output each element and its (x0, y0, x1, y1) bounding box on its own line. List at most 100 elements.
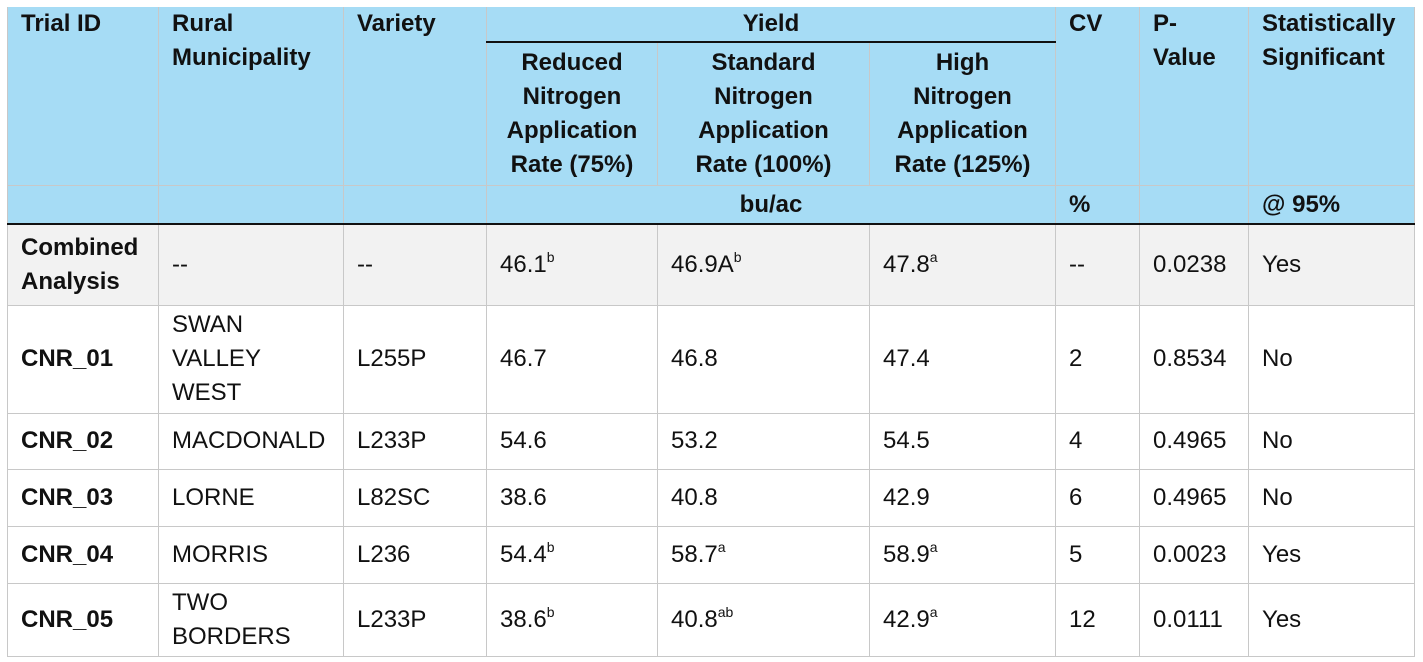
header-rural-municipality: Rural Municipality (158, 7, 344, 185)
header-yield: Yield (485, 7, 1057, 43)
reduced-yield-letter: b (546, 248, 555, 265)
high-yield-value: 54.5 (883, 427, 930, 455)
significance-cell: No (1248, 468, 1416, 527)
table-row: CNR_03 LORNE L82SC 38.6 40.8 42.9 6 0.49… (7, 468, 1416, 527)
reduced-yield-value: 46.7 (500, 345, 547, 373)
header-rural-municipality-label: Rural Municipality (172, 10, 311, 71)
table-row: CNR_02 MACDONALD L233P 54.6 53.2 54.5 4 … (7, 412, 1416, 470)
nitrogen-yield-table: Trial ID Rural Municipality Variety Yiel… (7, 7, 1416, 658)
cv-cell: 12 (1055, 582, 1141, 658)
high-yield-value: 47.8 (883, 250, 930, 278)
high-yield-cell: 47.4 (868, 304, 1057, 414)
header-p-value: P-Value (1139, 7, 1250, 185)
units-yield: bu/ac (485, 184, 1057, 225)
trial-id-cell: CNR_04 (7, 525, 159, 584)
p-value-cell: 0.4965 (1139, 468, 1250, 527)
standard-yield-letter: a (717, 538, 726, 555)
header-high-rate-label: High Nitrogen Application Rate (125%) (894, 48, 1031, 178)
reduced-yield-value: 46.1 (500, 250, 547, 278)
p-value-cell: 0.8534 (1139, 304, 1250, 414)
trial-id-cell: CNR_01 (7, 304, 159, 414)
rm-value: TWO BORDERS (172, 588, 291, 650)
high-yield-letter: a (929, 603, 938, 620)
reduced-yield-value: 54.4 (500, 540, 547, 568)
significance-cell: No (1248, 412, 1416, 470)
header-reduced-rate-label: Reduced Nitrogen Application Rate (75%) (506, 48, 638, 178)
high-yield-letter: a (929, 248, 938, 265)
standard-yield-cell: 46.9Ab (657, 223, 870, 306)
table-row: CNR_05 TWO BORDERS L233P 38.6b 40.8 a b 42… (7, 582, 1416, 658)
table-row: Combined Analysis -- -- 46.1b 46.9Ab 47.… (7, 223, 1416, 306)
standard-yield-value: 46.9A (671, 250, 734, 278)
reduced-yield-cell: 46.7 (486, 304, 658, 414)
standard-yield-value: 40.8 (671, 483, 718, 511)
high-yield-value: 42.9 (883, 483, 930, 511)
rm-cell: SWAN VALLEY WEST (158, 304, 344, 414)
units-empty-cell (7, 184, 159, 225)
reduced-yield-cell: 38.6 (486, 468, 658, 527)
reduced-yield-letter: b (546, 603, 555, 620)
rm-cell: MACDONALD (158, 412, 344, 470)
standard-yield-cell: 53.2 (657, 412, 870, 470)
header-p-value-label: P-Value (1153, 10, 1216, 71)
header-statistically-significant: Statistically Significant (1248, 7, 1416, 185)
standard-yield-value: 40.8 (671, 605, 718, 633)
variety-cell: L233P (343, 412, 487, 470)
standard-yield-cell: 58.7a (657, 525, 870, 584)
rm-cell: TWO BORDERS (158, 582, 344, 658)
significance-cell: Yes (1248, 525, 1416, 584)
table-row: CNR_04 MORRIS L236 54.4b 58.7a 58.9a 5 0… (7, 525, 1416, 584)
high-yield-value: 58.9 (883, 540, 930, 568)
high-yield-cell: 47.8a (868, 223, 1057, 306)
units-empty-cell (158, 184, 344, 225)
reduced-yield-value: 38.6 (500, 605, 547, 633)
variety-cell: L236 (343, 525, 487, 584)
reduced-yield-cell: 54.6 (486, 412, 658, 470)
p-value-cell: 0.0238 (1139, 223, 1250, 306)
units-row: bu/ac % @ 95% (7, 184, 1416, 225)
variety-cell: L255P (343, 304, 487, 414)
standard-yield-cell: 46.8 (657, 304, 870, 414)
standard-yield-cell: 40.8 (657, 468, 870, 527)
trial-id-cell: CNR_02 (7, 412, 159, 470)
cv-cell: -- (1055, 223, 1141, 306)
trial-id-cell: CNR_05 (7, 582, 159, 658)
header-standard-rate: Standard Nitrogen Application Rate (100%… (657, 41, 870, 186)
trial-id-cell: CNR_03 (7, 468, 159, 527)
significance-cell: Yes (1248, 223, 1416, 306)
cv-cell: 4 (1055, 412, 1141, 470)
header-subrow: Reduced Nitrogen Application Rate (75%) … (8, 41, 1415, 186)
table-header: Trial ID Rural Municipality Variety Yiel… (7, 7, 1416, 225)
header-standard-rate-label: Standard Nitrogen Application Rate (100%… (695, 48, 832, 178)
trial-id-cell: Combined Analysis (7, 223, 159, 306)
header-trial-id: Trial ID (7, 7, 159, 185)
variety-cell: -- (343, 223, 487, 306)
reduced-yield-cell: 38.6b (486, 582, 658, 658)
rm-cell: -- (158, 223, 344, 306)
high-yield-cell: 58.9a (868, 525, 1057, 584)
reduced-yield-cell: 54.4b (486, 525, 658, 584)
p-value-cell: 0.4965 (1139, 412, 1250, 470)
standard-yield-value: 46.8 (671, 345, 718, 373)
rm-value: SWAN VALLEY WEST (172, 311, 261, 407)
high-yield-value: 47.4 (883, 345, 930, 373)
reduced-yield-letter: b (546, 538, 555, 555)
reduced-yield-value: 38.6 (500, 483, 547, 511)
units-cv: % (1055, 184, 1141, 225)
rm-cell: MORRIS (158, 525, 344, 584)
cv-cell: 5 (1055, 525, 1141, 584)
header-high-rate: High Nitrogen Application Rate (125%) (868, 41, 1057, 186)
cv-cell: 6 (1055, 468, 1141, 527)
units-empty-cell (343, 184, 487, 225)
high-yield-letter: a (929, 538, 938, 555)
variety-cell: L233P (343, 582, 487, 658)
reduced-yield-cell: 46.1b (486, 223, 658, 306)
units-significance: @ 95% (1248, 184, 1416, 225)
high-yield-cell: 42.9a (868, 582, 1057, 658)
high-yield-cell: 54.5 (868, 412, 1057, 470)
high-yield-value: 42.9 (883, 605, 930, 633)
p-value-cell: 0.0111 (1139, 582, 1250, 658)
table-row: CNR_01 SWAN VALLEY WEST L255P 46.7 46.8 … (7, 304, 1416, 414)
p-value-cell: 0.0023 (1139, 525, 1250, 584)
cv-cell: 2 (1055, 304, 1141, 414)
